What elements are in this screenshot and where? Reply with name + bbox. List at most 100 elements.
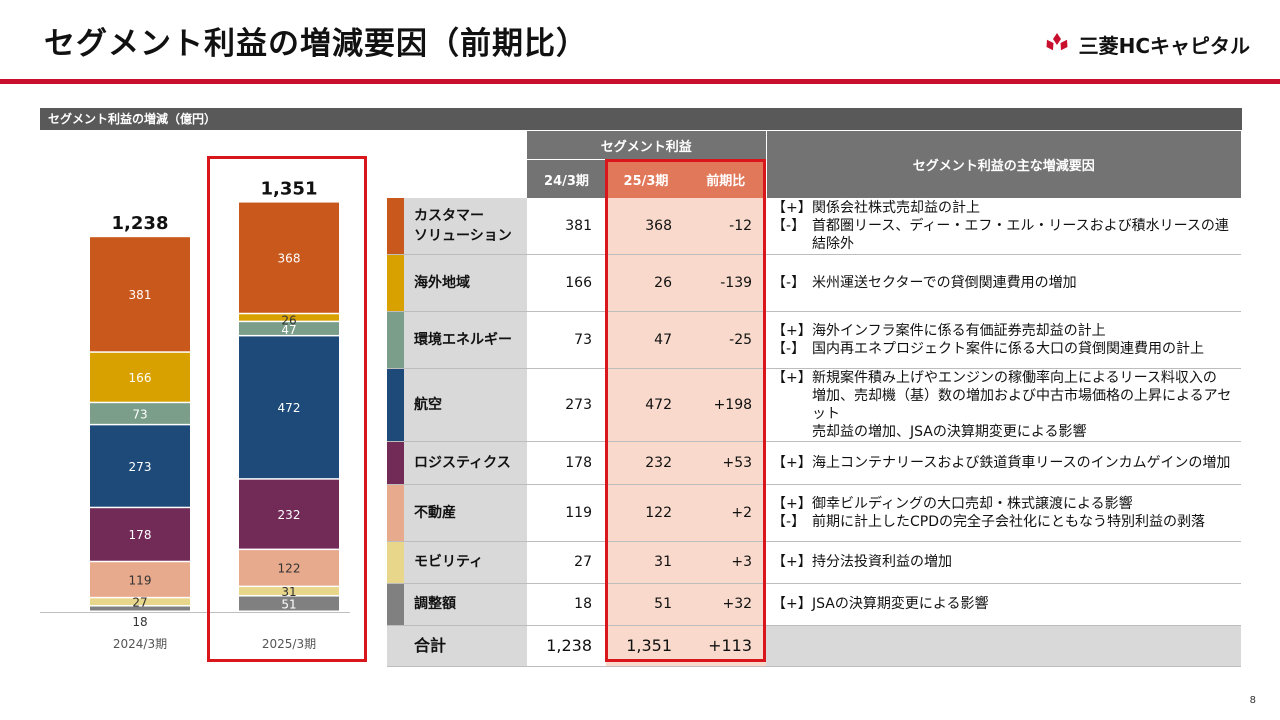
value-diff: -139 bbox=[686, 254, 767, 312]
factor-line: 【+】 JSAの決算期変更による影響 bbox=[772, 595, 1241, 613]
value-curr: 368 bbox=[606, 198, 686, 255]
table-row: 航空 273 472 +198 【+】 新規案件積み上げやエンジンの稼働率向上によるリース… bbox=[387, 368, 1242, 442]
factors-header: セグメント利益の主な増減要因 bbox=[765, 131, 1242, 198]
brand-name: 三菱HCキャピタル bbox=[1078, 34, 1250, 58]
data-label: 27 bbox=[132, 595, 147, 609]
segment-name-line: ソリューション bbox=[414, 227, 512, 244]
data-label: 178 bbox=[129, 528, 152, 542]
segment-name: ロジスティクス bbox=[387, 441, 527, 485]
segment-color-swatch bbox=[387, 368, 404, 441]
factor-sign bbox=[772, 423, 812, 441]
value-diff: -25 bbox=[686, 311, 767, 369]
data-label: 232 bbox=[278, 508, 301, 522]
segment-name: モビリティ bbox=[387, 541, 527, 584]
factors-cell: 【+】 御幸ビルディングの大口売却・株式譲渡による影響 【-】 前期に計上したCPDの… bbox=[766, 484, 1242, 542]
segment-name-line: カスタマー bbox=[414, 207, 484, 224]
data-label: 273 bbox=[129, 460, 152, 474]
factor-line: 売却益の増加、JSAの決算期変更による影響 bbox=[772, 423, 1241, 441]
segment-name-line: 航空 bbox=[414, 396, 442, 413]
bar-segment bbox=[90, 425, 190, 507]
bar-segment bbox=[90, 403, 190, 424]
segment-color-swatch bbox=[387, 198, 404, 254]
factor-sign: 【+】 bbox=[772, 554, 812, 570]
factor-sign: 【+】 bbox=[772, 454, 812, 471]
value-prev: 27 bbox=[527, 541, 606, 584]
col-header-curr: 25/3期 bbox=[606, 159, 686, 198]
value-prev: 178 bbox=[527, 441, 606, 485]
segment-color-swatch bbox=[387, 583, 404, 625]
data-label: 381 bbox=[129, 288, 152, 302]
value-diff: +32 bbox=[686, 583, 767, 626]
data-label: 26 bbox=[281, 313, 296, 327]
table-row: 不動産 119 122 +2 【+】 御幸ビルディングの大口売却・株式譲渡による影響 【-】… bbox=[387, 484, 1242, 542]
total-prev: 1,238 bbox=[527, 625, 606, 667]
value-curr: 47 bbox=[606, 311, 686, 369]
segment-color-swatch bbox=[387, 441, 404, 484]
factor-sign: 【+】 bbox=[772, 199, 812, 216]
factor-sign bbox=[772, 387, 812, 423]
factor-line: 【-】 前期に計上したCPDの完全子会社化にともなう特別利益の剥落 bbox=[772, 513, 1241, 531]
factor-sign: 【+】 bbox=[772, 596, 812, 612]
value-prev: 119 bbox=[527, 484, 606, 542]
factors-cell: 【+】 持分法投資利益の増加 bbox=[766, 541, 1242, 584]
table-row: 調整額 18 51 +32 【+】 JSAの決算期変更による影響 bbox=[387, 583, 1242, 626]
bar-segment bbox=[239, 322, 339, 335]
value-curr: 232 bbox=[606, 441, 686, 485]
factor-line: 【-】 国内再エネプロジェクト案件に係る大口の貸倒関連費用の計上 bbox=[772, 340, 1241, 358]
segment-name: 不動産 bbox=[387, 484, 527, 542]
value-curr: 472 bbox=[606, 368, 686, 442]
value-diff: +2 bbox=[686, 484, 767, 542]
factor-line: 【-】 米州運送セクターでの貸倒関連費用の増加 bbox=[772, 274, 1241, 292]
segment-name-line: 調整額 bbox=[414, 596, 456, 612]
value-diff: +198 bbox=[686, 368, 767, 442]
factors-cell: 【+】 関係会社株式売却益の計上 【-】 首都圏リース、ディー・エフ・エル・リースおよ… bbox=[766, 198, 1242, 255]
segment-name-line: 海外地域 bbox=[414, 274, 470, 291]
section-label: セグメント利益の増減（億円） bbox=[40, 108, 1242, 130]
data-label: 47 bbox=[281, 323, 296, 337]
data-label: 119 bbox=[129, 573, 152, 587]
header-rule bbox=[0, 79, 1280, 84]
factor-text: 海上コンテナリースおよび鉄道貨車リースのインカムゲインの増加 bbox=[812, 454, 1231, 471]
segment-color-swatch bbox=[387, 541, 404, 583]
factor-line: 【+】 関係会社株式売却益の計上 bbox=[772, 199, 1241, 217]
factor-text: 御幸ビルディングの大口売却・株式譲渡による影響 bbox=[812, 495, 1133, 512]
factor-sign: 【+】 bbox=[772, 322, 812, 339]
factor-line: 【+】 御幸ビルディングの大口売却・株式譲渡による影響 bbox=[772, 495, 1241, 513]
category-label: 2024/3期 bbox=[113, 637, 167, 651]
value-diff: +53 bbox=[686, 441, 767, 485]
segment-color-swatch bbox=[387, 254, 404, 311]
factor-sign: 【+】 bbox=[772, 495, 812, 512]
three-diamonds-icon bbox=[1046, 32, 1068, 50]
data-label: 73 bbox=[132, 407, 147, 421]
factor-sign: 【+】 bbox=[772, 369, 812, 386]
bar-segment bbox=[90, 598, 190, 606]
category-label: 2025/3期 bbox=[262, 637, 316, 651]
value-curr: 122 bbox=[606, 484, 686, 542]
col-header-prev: 24/3期 bbox=[527, 159, 606, 198]
data-label: 51 bbox=[281, 597, 296, 611]
factor-sign: 【-】 bbox=[772, 274, 806, 291]
segment-color-swatch bbox=[387, 311, 404, 368]
bar-segment bbox=[239, 596, 339, 611]
segment-name-line: 環境エネルギー bbox=[414, 331, 512, 348]
factor-text: 海外インフラ案件に係る有価証券売却益の計上 bbox=[812, 322, 1106, 339]
page-title: セグメント利益の増減要因（前期比） bbox=[44, 26, 588, 62]
table-highlight-frame bbox=[605, 159, 766, 662]
factor-text: 米州運送セクターでの貸倒関連費用の増加 bbox=[812, 274, 1077, 291]
factor-sign: 【-】 bbox=[772, 217, 806, 234]
data-label: 31 bbox=[281, 585, 296, 599]
value-prev: 273 bbox=[527, 368, 606, 442]
bar-segment bbox=[90, 237, 190, 352]
factor-line: 【+】 海外インフラ案件に係る有価証券売却益の計上 bbox=[772, 322, 1241, 340]
factor-line: 【+】 持分法投資利益の増加 bbox=[772, 553, 1241, 571]
col-header-diff: 前期比 bbox=[686, 159, 767, 198]
segment-name: 環境エネルギー bbox=[387, 311, 527, 369]
total-label: 合計 bbox=[387, 625, 527, 667]
factor-text: JSAの決算期変更による影響 bbox=[812, 596, 989, 612]
factor-text: 前期に計上したCPDの完全子会社化にともなう特別利益の剥落 bbox=[812, 513, 1206, 530]
value-prev: 73 bbox=[527, 311, 606, 369]
factors-cell: 【-】 米州運送セクターでの貸倒関連費用の増加 bbox=[766, 254, 1242, 312]
segment-name-line: 不動産 bbox=[414, 504, 456, 521]
value-diff: -12 bbox=[686, 198, 767, 255]
data-label: 122 bbox=[278, 562, 301, 576]
